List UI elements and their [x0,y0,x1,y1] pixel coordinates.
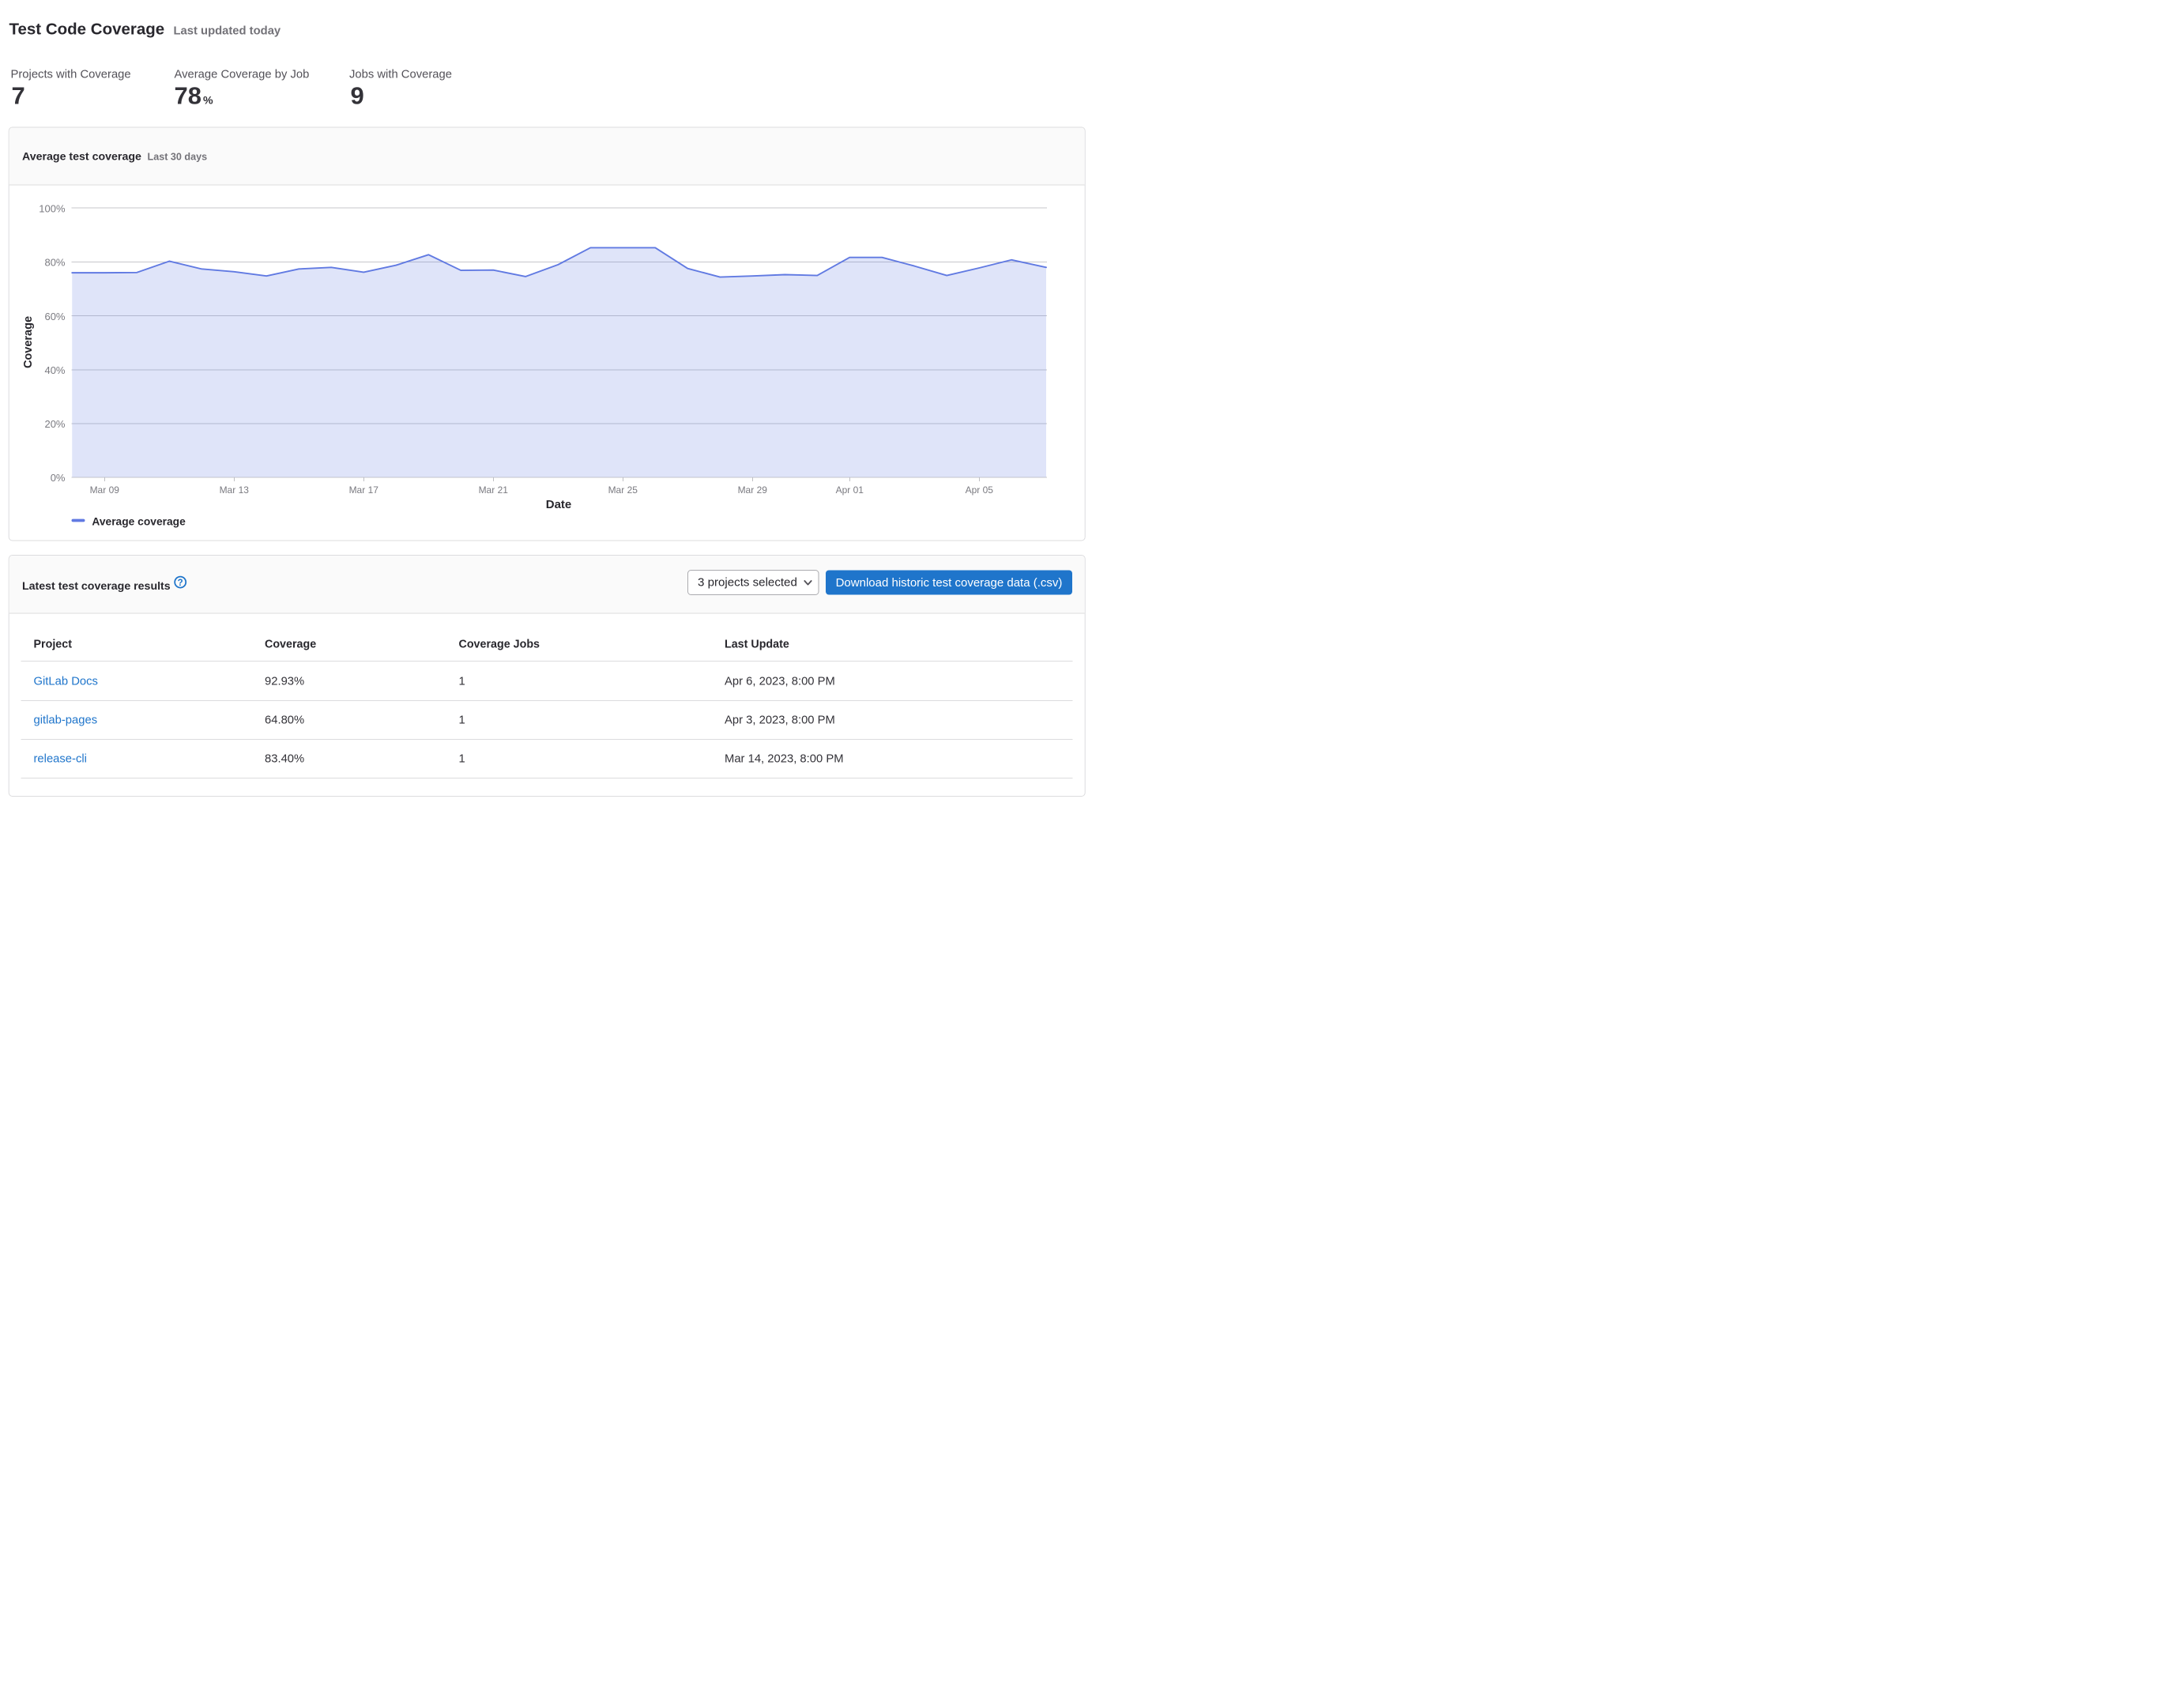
svg-text:%: % [203,95,213,107]
svg-text:Mar 14, 2023, 8:00 PM: Mar 14, 2023, 8:00 PM [725,753,844,766]
svg-text:100%: 100% [39,202,66,214]
svg-text:Average coverage: Average coverage [92,516,186,528]
svg-text:Date: Date [546,498,572,511]
svg-text:Mar 21: Mar 21 [479,484,509,496]
svg-text:0%: 0% [51,472,66,484]
svg-text:83.40%: 83.40% [265,753,304,766]
svg-text:Coverage Jobs: Coverage Jobs [459,638,540,650]
svg-text:Last 30 days: Last 30 days [148,151,208,162]
svg-text:60%: 60% [44,311,65,322]
svg-text:Projects with Coverage: Projects with Coverage [11,68,131,81]
svg-text:Latest test coverage results: Latest test coverage results [22,580,171,593]
svg-text:9: 9 [351,82,364,110]
svg-text:Mar 09: Mar 09 [90,484,120,496]
svg-text:80%: 80% [44,257,65,269]
svg-text:Apr 3, 2023, 8:00 PM: Apr 3, 2023, 8:00 PM [725,714,835,727]
svg-text:1: 1 [459,714,465,727]
svg-text:Apr 05: Apr 05 [966,484,994,496]
svg-text:?: ? [178,579,183,588]
svg-text:Apr 6, 2023, 8:00 PM: Apr 6, 2023, 8:00 PM [725,676,835,688]
svg-text:Jobs with Coverage: Jobs with Coverage [349,68,452,81]
svg-text:1: 1 [459,753,465,766]
svg-text:Average test coverage: Average test coverage [22,150,141,163]
svg-text:Download historic test coverag: Download historic test coverage data (.c… [836,576,1063,590]
svg-text:Mar 13: Mar 13 [220,484,250,496]
svg-text:Coverage: Coverage [22,316,35,368]
svg-text:78: 78 [175,82,201,110]
svg-text:Mar 25: Mar 25 [608,484,638,496]
svg-text:Mar 17: Mar 17 [349,484,379,496]
svg-text:Coverage: Coverage [265,638,316,650]
svg-text:40%: 40% [44,364,65,376]
svg-text:GitLab Docs: GitLab Docs [34,676,98,688]
svg-text:7: 7 [12,82,25,110]
svg-text:Apr 01: Apr 01 [836,484,864,496]
svg-text:gitlab-pages: gitlab-pages [34,714,98,727]
svg-text:Last updated today: Last updated today [174,25,281,37]
svg-text:Average Coverage by Job: Average Coverage by Job [175,68,310,81]
svg-text:92.93%: 92.93% [265,676,304,688]
svg-text:Project: Project [34,638,73,650]
svg-text:1: 1 [459,676,465,688]
svg-text:3 projects selected: 3 projects selected [698,576,797,590]
svg-text:Mar 29: Mar 29 [738,484,768,496]
svg-text:Test Code Coverage: Test Code Coverage [9,20,165,38]
svg-text:release-cli: release-cli [34,753,87,766]
svg-text:20%: 20% [44,418,65,430]
svg-text:Last Update: Last Update [725,638,789,650]
svg-text:64.80%: 64.80% [265,714,304,727]
